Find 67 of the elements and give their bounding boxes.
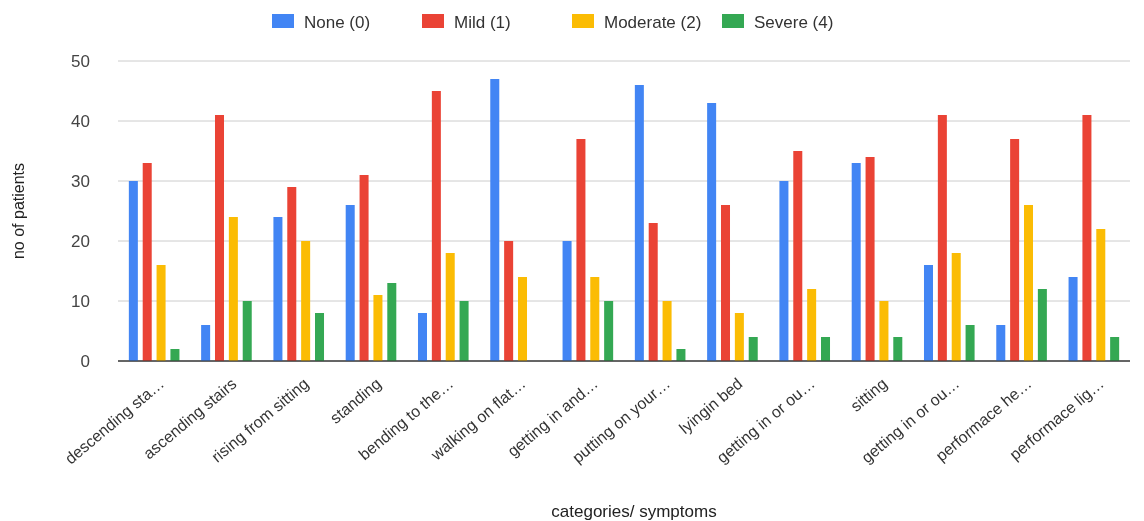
legend-label: Severe (4): [754, 12, 834, 32]
bar: [734, 313, 744, 361]
bar: [793, 151, 803, 361]
bar: [893, 337, 903, 361]
bar: [821, 337, 831, 361]
bar: [490, 79, 500, 361]
bar: [720, 205, 730, 361]
bar: [128, 181, 138, 361]
bar: [417, 313, 427, 361]
x-axis-title: categories/ symptoms: [551, 502, 717, 521]
bar: [1082, 115, 1092, 361]
y-axis-title: no of patients: [10, 162, 27, 260]
y-tick-label: 30: [71, 171, 90, 191]
bar: [865, 157, 875, 361]
bar: [648, 223, 658, 361]
bar: [170, 349, 180, 361]
bar: [431, 91, 441, 361]
bar: [996, 325, 1006, 361]
y-tick-label: 10: [71, 291, 90, 311]
bar: [662, 301, 672, 361]
bar: [634, 85, 644, 361]
bar: [142, 163, 152, 361]
bar: [851, 163, 861, 361]
bar: [965, 325, 975, 361]
bar: [562, 241, 572, 361]
bar: [373, 295, 383, 361]
bar: [1068, 277, 1078, 361]
bar: [518, 277, 528, 361]
bar: [1010, 139, 1020, 361]
bar: [951, 253, 961, 361]
bar: [1037, 289, 1047, 361]
bar: [748, 337, 758, 361]
bar: [201, 325, 211, 361]
bar: [879, 301, 889, 361]
y-tick-label: 40: [71, 111, 90, 131]
bar: [676, 349, 686, 361]
bar: [807, 289, 817, 361]
bar: [923, 265, 933, 361]
bar: [156, 265, 166, 361]
bar: [590, 277, 600, 361]
bar: [273, 217, 283, 361]
bar: [604, 301, 614, 361]
bar: [287, 187, 297, 361]
y-tick-label: 20: [71, 231, 90, 251]
y-tick-label: 50: [71, 51, 90, 71]
bar: [707, 103, 717, 361]
bar: [459, 301, 469, 361]
y-tick-label: 0: [80, 351, 90, 371]
bar: [301, 241, 311, 361]
bar: [1110, 337, 1120, 361]
bar: [242, 301, 252, 361]
bar: [315, 313, 325, 361]
bar: [387, 283, 397, 361]
bar: [1024, 205, 1034, 361]
bar: [937, 115, 947, 361]
bar: [214, 115, 224, 361]
bar: [779, 181, 789, 361]
bar: [359, 175, 369, 361]
legend-label: Moderate (2): [604, 12, 702, 32]
legend-label: Mild (1): [454, 12, 511, 32]
bar: [445, 253, 455, 361]
bar: [228, 217, 238, 361]
bar: [504, 241, 514, 361]
bar: [345, 205, 355, 361]
bar: [1096, 229, 1106, 361]
legend-label: None (0): [304, 12, 371, 32]
bar: [576, 139, 586, 361]
